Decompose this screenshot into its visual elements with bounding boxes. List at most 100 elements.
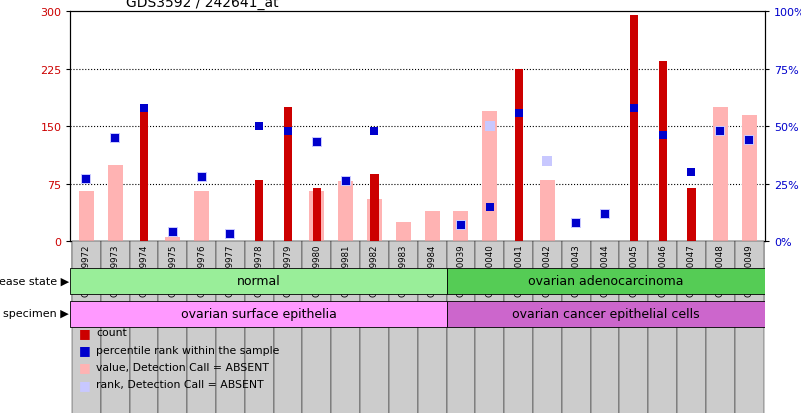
Bar [245, 242, 274, 322]
Bar [630, 16, 638, 242]
Bar [72, 242, 101, 413]
Bar [418, 242, 446, 322]
Text: GSM360045: GSM360045 [630, 244, 638, 297]
Bar [159, 242, 187, 322]
Bar [742, 116, 757, 242]
Bar [533, 242, 562, 322]
Bar [504, 242, 533, 413]
Bar [338, 182, 353, 242]
Bar [101, 242, 130, 413]
Text: GSM360049: GSM360049 [745, 244, 754, 297]
Text: disease state ▶: disease state ▶ [0, 276, 69, 286]
Text: count: count [96, 328, 127, 337]
Bar [677, 242, 706, 322]
Text: specimen ▶: specimen ▶ [3, 309, 69, 319]
Bar [70, 268, 447, 294]
Bar [396, 223, 411, 242]
Bar [562, 242, 590, 413]
Bar [360, 242, 389, 322]
Bar [159, 242, 187, 413]
Bar [72, 242, 101, 322]
Text: ■: ■ [78, 326, 91, 339]
Bar [274, 242, 303, 322]
Bar [389, 242, 418, 322]
Bar [735, 242, 763, 413]
Text: GSM360041: GSM360041 [514, 244, 523, 297]
Bar [453, 211, 469, 242]
Bar [187, 242, 216, 322]
Bar [425, 211, 440, 242]
Text: GSM360043: GSM360043 [572, 244, 581, 297]
Text: normal: normal [237, 274, 280, 287]
Bar [446, 242, 475, 413]
Bar [360, 242, 389, 413]
Bar [130, 242, 159, 413]
Text: GSM360044: GSM360044 [601, 244, 610, 297]
Bar [245, 242, 274, 413]
Bar [533, 242, 562, 413]
Text: GSM359979: GSM359979 [284, 244, 292, 296]
Bar [130, 242, 159, 322]
Bar [713, 108, 728, 242]
Bar [619, 242, 648, 413]
Bar [540, 180, 555, 242]
Text: GSM359978: GSM359978 [255, 244, 264, 297]
Bar [735, 242, 763, 322]
Text: value, Detection Call = ABSENT: value, Detection Call = ABSENT [96, 362, 269, 372]
Text: GSM359973: GSM359973 [111, 244, 119, 297]
Bar [648, 242, 677, 413]
Bar [78, 192, 94, 242]
Text: percentile rank within the sample: percentile rank within the sample [96, 345, 280, 355]
Bar [303, 242, 332, 322]
Text: ■: ■ [78, 343, 91, 356]
Bar [648, 242, 677, 322]
Text: GSM359981: GSM359981 [341, 244, 350, 297]
Bar [658, 62, 666, 242]
Text: GSM359974: GSM359974 [139, 244, 148, 297]
Bar [216, 242, 245, 322]
Text: GSM359975: GSM359975 [168, 244, 177, 297]
Text: GSM359980: GSM359980 [312, 244, 321, 297]
Text: GSM359972: GSM359972 [82, 244, 91, 297]
Bar [447, 268, 765, 294]
Bar [256, 180, 264, 242]
Text: GSM360039: GSM360039 [457, 244, 465, 297]
Bar [216, 242, 245, 413]
Bar [677, 242, 706, 413]
Text: GSM359984: GSM359984 [428, 244, 437, 297]
Bar [447, 301, 765, 327]
Bar [475, 242, 504, 322]
Text: rank, Detection Call = ABSENT: rank, Detection Call = ABSENT [96, 380, 264, 389]
Bar [332, 242, 360, 322]
Bar [367, 199, 382, 242]
Bar [475, 242, 504, 413]
Text: GSM359982: GSM359982 [370, 244, 379, 297]
Text: GSM360042: GSM360042 [543, 244, 552, 297]
Bar [194, 192, 209, 242]
Text: ovarian surface epithelia: ovarian surface epithelia [181, 307, 336, 320]
Bar [446, 242, 475, 322]
Bar [101, 242, 130, 322]
Text: GSM359983: GSM359983 [399, 244, 408, 297]
Bar [371, 174, 379, 242]
Bar [590, 242, 619, 413]
Bar [70, 301, 447, 327]
Bar [309, 192, 324, 242]
Bar [140, 108, 148, 242]
Bar [687, 188, 695, 242]
Text: GSM360040: GSM360040 [485, 244, 494, 297]
Text: ■: ■ [78, 378, 91, 391]
Bar [504, 242, 533, 322]
Text: GSM359976: GSM359976 [197, 244, 206, 297]
Bar [590, 242, 619, 322]
Bar [303, 242, 332, 413]
Bar [562, 242, 590, 322]
Bar [482, 112, 497, 242]
Bar [389, 242, 418, 413]
Bar [107, 165, 123, 242]
Text: GDS3592 / 242641_at: GDS3592 / 242641_at [126, 0, 279, 10]
Bar [313, 188, 321, 242]
Bar [165, 238, 180, 242]
Bar [418, 242, 446, 413]
Text: GSM360048: GSM360048 [716, 244, 725, 297]
